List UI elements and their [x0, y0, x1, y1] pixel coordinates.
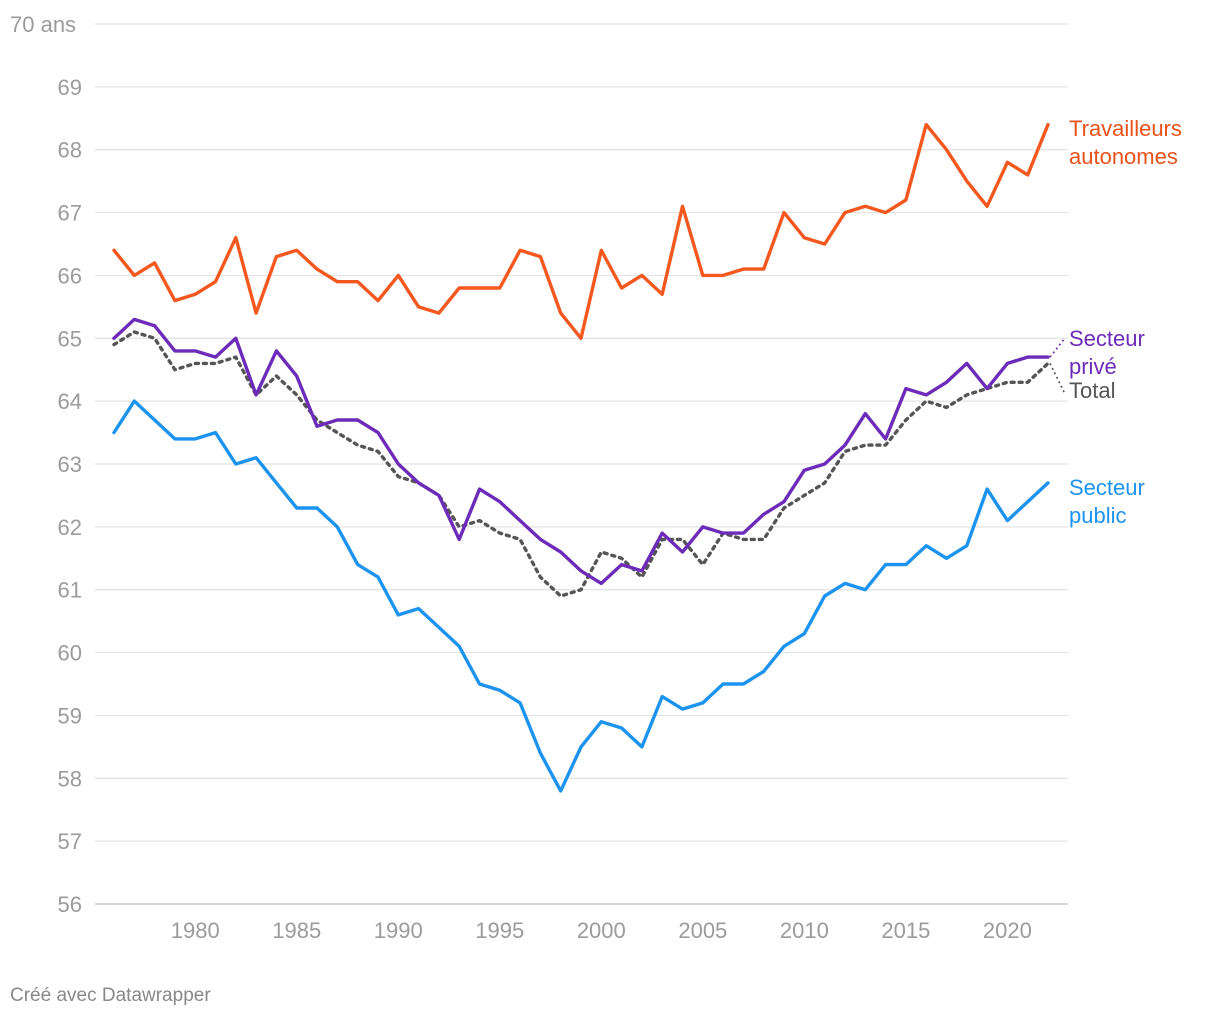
y-tick-label: 70 ans	[10, 12, 76, 37]
series-line-1	[112, 317, 1050, 586]
series-label-line: Travailleurs	[1069, 116, 1182, 141]
series-label-line: Total	[1069, 378, 1115, 403]
y-axis-tick-labels: 70 ans 69 68 67 66 65 64 63 62 61 60 59 58 57 56	[10, 12, 82, 917]
series-line-3	[112, 399, 1050, 793]
y-tick-label: 66	[58, 263, 82, 288]
label-connector	[1049, 363, 1066, 395]
x-tick-label: 2005	[678, 918, 727, 943]
y-tick-label: 62	[58, 515, 82, 540]
series-label-line: Secteur	[1069, 326, 1145, 351]
y-tick-label: 65	[58, 326, 82, 351]
series-label-line: autonomes	[1069, 144, 1178, 169]
x-tick-label: 2015	[881, 918, 930, 943]
x-tick-label: 1990	[374, 918, 423, 943]
x-tick-label: 1995	[475, 918, 524, 943]
series-label-line: privé	[1069, 354, 1117, 379]
x-tick-label: 1985	[272, 918, 321, 943]
series-label-line: Secteur	[1069, 475, 1145, 500]
y-tick-label: 69	[58, 75, 82, 100]
x-axis-tick-labels: 1980 1985 1990 1995 2000 2005 2010 2015 2020	[171, 918, 1032, 943]
x-tick-label: 2010	[780, 918, 829, 943]
y-tick-label: 64	[58, 389, 82, 414]
y-tick-label: 56	[58, 892, 82, 917]
datawrapper-credit: Créé avec Datawrapper	[10, 985, 211, 1006]
series-line-0	[112, 122, 1050, 340]
y-tick-label: 63	[58, 452, 82, 477]
label-connector	[1049, 337, 1066, 358]
x-tick-label: 2020	[983, 918, 1032, 943]
y-tick-label: 67	[58, 201, 82, 226]
y-tick-label: 60	[58, 641, 82, 666]
series-lines	[112, 122, 1050, 793]
y-tick-label: 57	[58, 829, 82, 854]
y-tick-label: 58	[58, 766, 82, 791]
y-tick-label: 61	[58, 578, 82, 603]
x-tick-label: 1980	[171, 918, 220, 943]
y-tick-label: 59	[58, 703, 82, 728]
y-tick-label: 68	[58, 138, 82, 163]
series-label-line: public	[1069, 503, 1126, 528]
x-tick-label: 2000	[577, 918, 626, 943]
series-line-2	[112, 330, 1050, 598]
